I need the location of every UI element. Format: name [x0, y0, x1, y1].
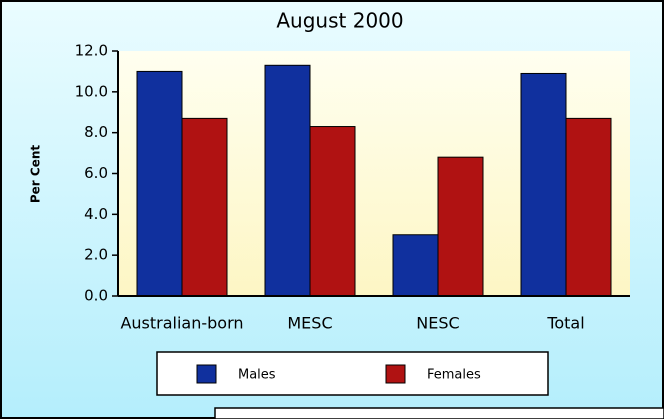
- y-tick-label: 0.0: [84, 287, 108, 305]
- x-tick-label: MESC: [287, 314, 332, 333]
- y-tick-label: 2.0: [84, 246, 108, 264]
- bar: [520, 72, 567, 297]
- bar: [181, 117, 228, 297]
- legend-swatch: [196, 364, 217, 384]
- legend-label: Males: [238, 368, 276, 383]
- y-tick-label: 4.0: [84, 205, 108, 223]
- y-tick-label: 12.0: [75, 42, 108, 60]
- x-tick-label: Australian-born: [120, 314, 243, 333]
- y-tick-label: 6.0: [84, 164, 108, 182]
- legend-label: Females: [427, 368, 481, 383]
- bar: [392, 234, 439, 297]
- bar: [136, 70, 183, 297]
- y-tick-label: 10.0: [75, 82, 108, 100]
- legend-swatch: [385, 364, 406, 384]
- source-box: [214, 407, 664, 419]
- chart-title: August 2000: [276, 9, 403, 33]
- bar: [437, 156, 484, 297]
- legend: [156, 351, 549, 396]
- y-tick-label: 8.0: [84, 123, 108, 141]
- y-axis-label: Per Cent: [29, 145, 43, 204]
- bar: [565, 117, 612, 297]
- bar: [309, 126, 356, 297]
- bar: [264, 64, 311, 297]
- x-tick-label: Total: [546, 314, 584, 333]
- x-tick-label: NESC: [416, 314, 459, 333]
